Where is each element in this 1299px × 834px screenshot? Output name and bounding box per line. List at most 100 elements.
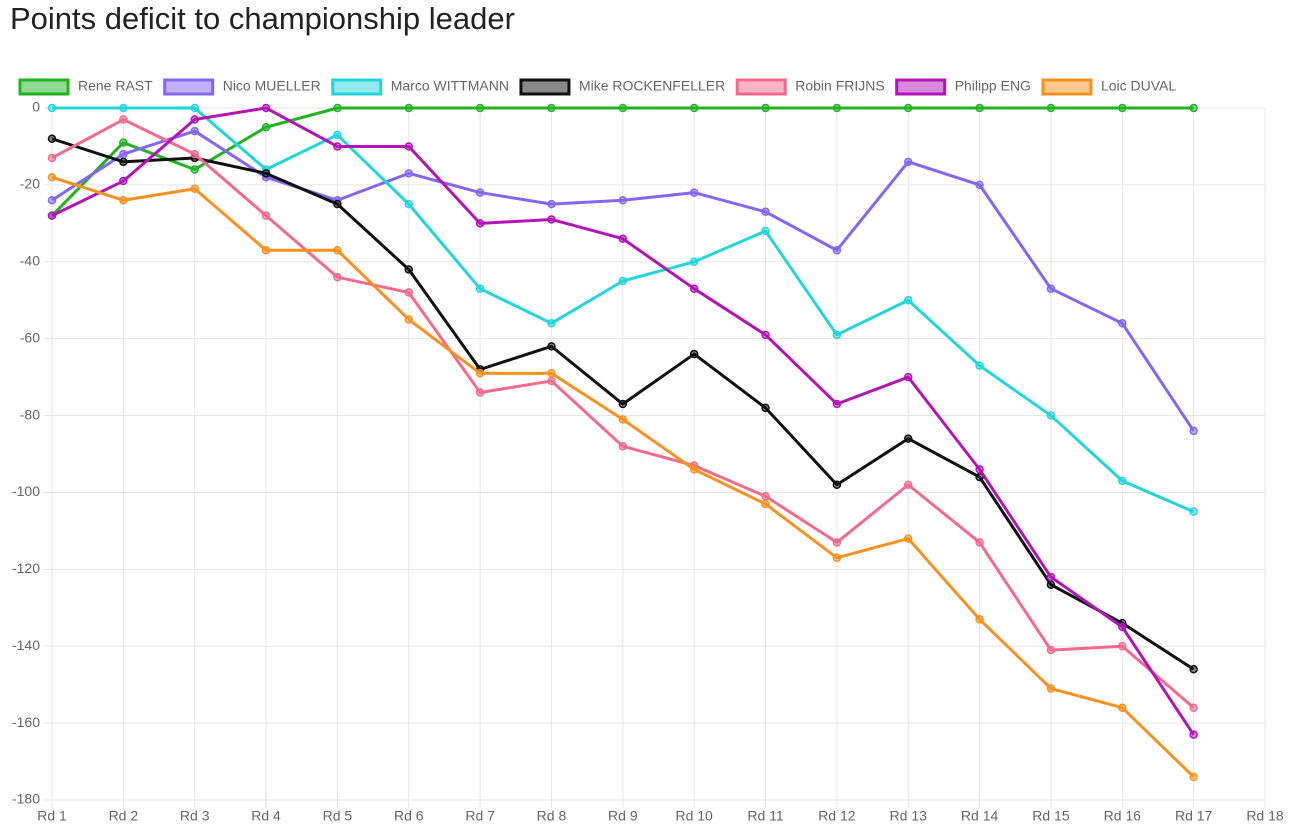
data-point xyxy=(333,103,342,113)
data-point xyxy=(761,226,770,236)
data-point xyxy=(975,180,984,190)
data-point xyxy=(261,245,271,255)
data-point xyxy=(618,196,628,205)
legend-item[interactable]: Nico MUELLER xyxy=(163,78,321,96)
x-tick-label: Rd 15 xyxy=(1032,808,1070,824)
data-point xyxy=(475,103,485,113)
legend-label: Philipp ENG xyxy=(955,78,1031,94)
data-point xyxy=(1189,703,1198,712)
data-point xyxy=(1046,411,1056,420)
data-point xyxy=(475,369,485,378)
data-point xyxy=(119,157,128,167)
legend-label: Marco WITTMANN xyxy=(391,78,509,94)
data-point xyxy=(47,211,57,220)
y-tick-label: -140 xyxy=(12,637,40,653)
data-point xyxy=(190,149,199,159)
data-point xyxy=(689,284,699,293)
y-tick-label: -60 xyxy=(20,329,40,345)
data-point xyxy=(832,480,842,490)
data-point xyxy=(261,211,271,220)
x-tick-label: Rd 18 xyxy=(1246,808,1284,824)
data-point xyxy=(190,184,199,193)
y-tick-label: -160 xyxy=(12,714,40,730)
data-point xyxy=(190,103,199,113)
data-point xyxy=(1046,645,1056,655)
data-point xyxy=(975,615,984,624)
legend-item[interactable]: Philipp ENG xyxy=(895,78,1031,96)
legend-swatch xyxy=(895,78,947,96)
data-point xyxy=(119,149,128,159)
data-point xyxy=(1189,103,1198,113)
data-point xyxy=(547,319,556,328)
y-tick-label: -40 xyxy=(20,252,40,268)
data-point xyxy=(119,103,128,113)
data-point xyxy=(832,103,842,113)
data-point xyxy=(404,169,414,178)
data-point xyxy=(903,480,913,490)
data-point xyxy=(333,245,342,255)
y-tick-label: 0 xyxy=(32,99,40,115)
data-point xyxy=(261,169,271,178)
data-point xyxy=(1189,426,1198,436)
data-point xyxy=(832,538,842,547)
legend-item[interactable]: Mike ROCKENFELLER xyxy=(519,78,725,96)
legend-item[interactable]: Rene RAST xyxy=(18,78,153,96)
data-point xyxy=(119,115,128,124)
data-point xyxy=(761,492,770,501)
data-point xyxy=(190,126,199,136)
x-tick-label: Rd 3 xyxy=(180,808,210,824)
data-point xyxy=(832,330,842,340)
x-tick-label: Rd 1 xyxy=(37,808,67,824)
data-point xyxy=(761,330,770,340)
data-point xyxy=(1046,580,1056,589)
data-point xyxy=(333,199,342,209)
x-tick-label: Rd 17 xyxy=(1175,808,1213,824)
data-point xyxy=(689,465,699,474)
data-point xyxy=(1046,684,1056,693)
y-tick-label: -120 xyxy=(12,560,40,576)
data-point xyxy=(1189,507,1198,516)
legend-label: Rene RAST xyxy=(78,78,153,94)
y-tick-label: -180 xyxy=(12,791,40,807)
chart-title: Points deficit to championship leader xyxy=(10,1,515,36)
legend-item[interactable]: Loic DUVAL xyxy=(1041,78,1176,96)
data-point xyxy=(1118,476,1127,486)
data-point xyxy=(618,442,628,451)
x-tick-label: Rd 9 xyxy=(608,808,638,824)
data-point xyxy=(618,234,628,243)
data-point xyxy=(547,342,556,351)
data-point xyxy=(47,196,57,205)
legend-item[interactable]: Marco WITTMANN xyxy=(331,78,509,96)
data-point xyxy=(903,534,913,543)
data-point xyxy=(475,388,485,397)
data-point xyxy=(618,399,628,409)
data-point xyxy=(975,465,984,474)
data-point xyxy=(975,538,984,547)
data-point xyxy=(975,361,984,370)
data-point xyxy=(1118,103,1127,113)
data-point xyxy=(689,103,699,113)
data-point xyxy=(1118,622,1127,632)
x-tick-label: Rd 13 xyxy=(890,808,928,824)
legend-swatch xyxy=(331,78,383,96)
data-point xyxy=(547,215,556,224)
data-point xyxy=(1189,665,1198,674)
data-point xyxy=(1046,572,1056,582)
x-tick-label: Rd 2 xyxy=(109,808,139,824)
data-point xyxy=(404,199,414,209)
legend-swatch xyxy=(1041,78,1093,96)
data-point xyxy=(404,265,414,274)
data-point xyxy=(119,138,128,147)
data-point xyxy=(547,376,556,386)
legend-label: Mike ROCKENFELLER xyxy=(579,78,725,94)
data-point xyxy=(475,219,485,228)
data-point xyxy=(1046,103,1056,113)
data-point xyxy=(832,245,842,255)
data-point xyxy=(1118,641,1127,651)
y-tick-label: -100 xyxy=(12,483,40,499)
data-point xyxy=(190,165,199,174)
legend-item[interactable]: Robin FRIJNS xyxy=(735,78,885,96)
data-point xyxy=(404,288,414,297)
data-point xyxy=(47,172,57,182)
